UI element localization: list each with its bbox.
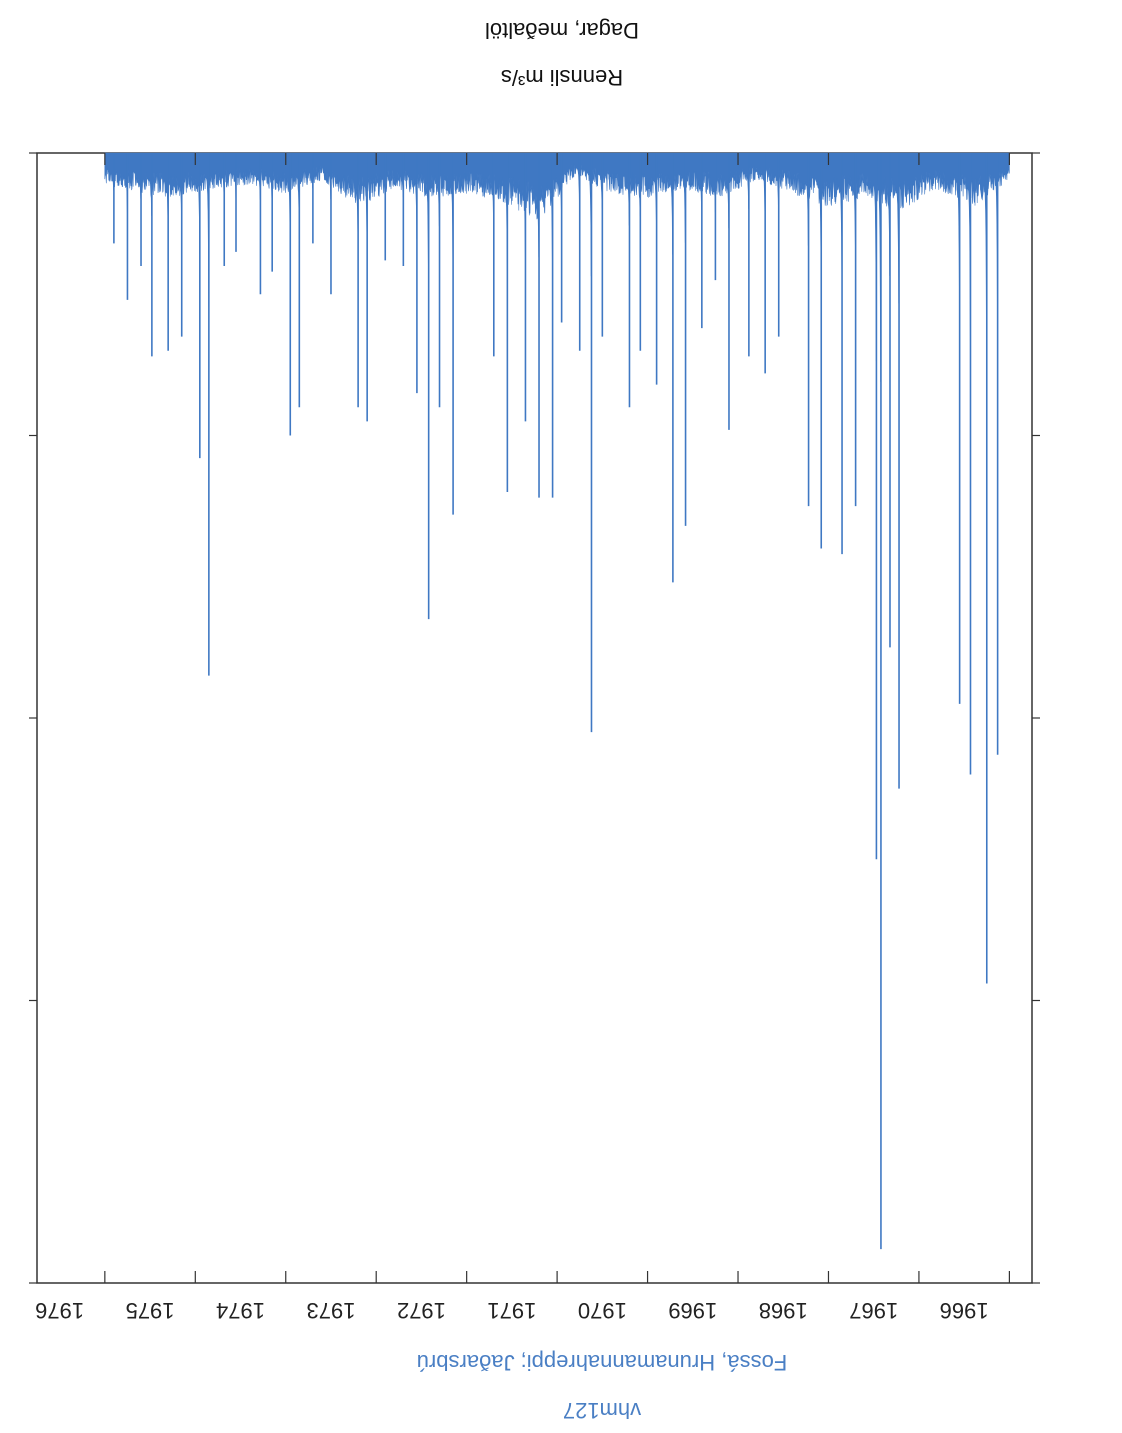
x-tick-label-4: 1970 — [578, 1298, 627, 1323]
legend-station: vhm127 — [563, 1398, 641, 1423]
x-tick-label-9: 1975 — [126, 1298, 175, 1323]
x-tick-label-10: 1976 — [35, 1298, 84, 1323]
series-layer — [104, 152, 1010, 1250]
y-axis-title: Rennsli m³/s — [501, 65, 623, 90]
x-tick-label-1: 1967 — [849, 1298, 898, 1323]
x-tick-label-0: 1966 — [940, 1298, 989, 1323]
flow-area — [104, 152, 1010, 389]
x-tick-label-3: 1969 — [668, 1298, 717, 1323]
legend-name: Fossá, Hrunamannahreppi; Jaðarsbrú — [417, 1350, 788, 1375]
x-tick-label-2: 1968 — [759, 1298, 808, 1323]
x-tick-label-8: 1974 — [216, 1298, 265, 1323]
x-axis-title: Dagar, meðaltöl — [485, 18, 639, 43]
rotated-figure: 1966 1967 1968 1969 1970 1971 1972 1973 1974 1975… — [29, 18, 1040, 1423]
y-axis — [29, 152, 1040, 1284]
x-tick-label-6: 1972 — [397, 1298, 446, 1323]
x-tick-label-5: 1971 — [487, 1298, 536, 1323]
x-axis: 1966 1967 1968 1969 1970 1971 1972 1973 1974 1975… — [35, 153, 1010, 1323]
plot-frame — [36, 152, 1033, 1284]
x-tick-label-7: 1973 — [307, 1298, 356, 1323]
